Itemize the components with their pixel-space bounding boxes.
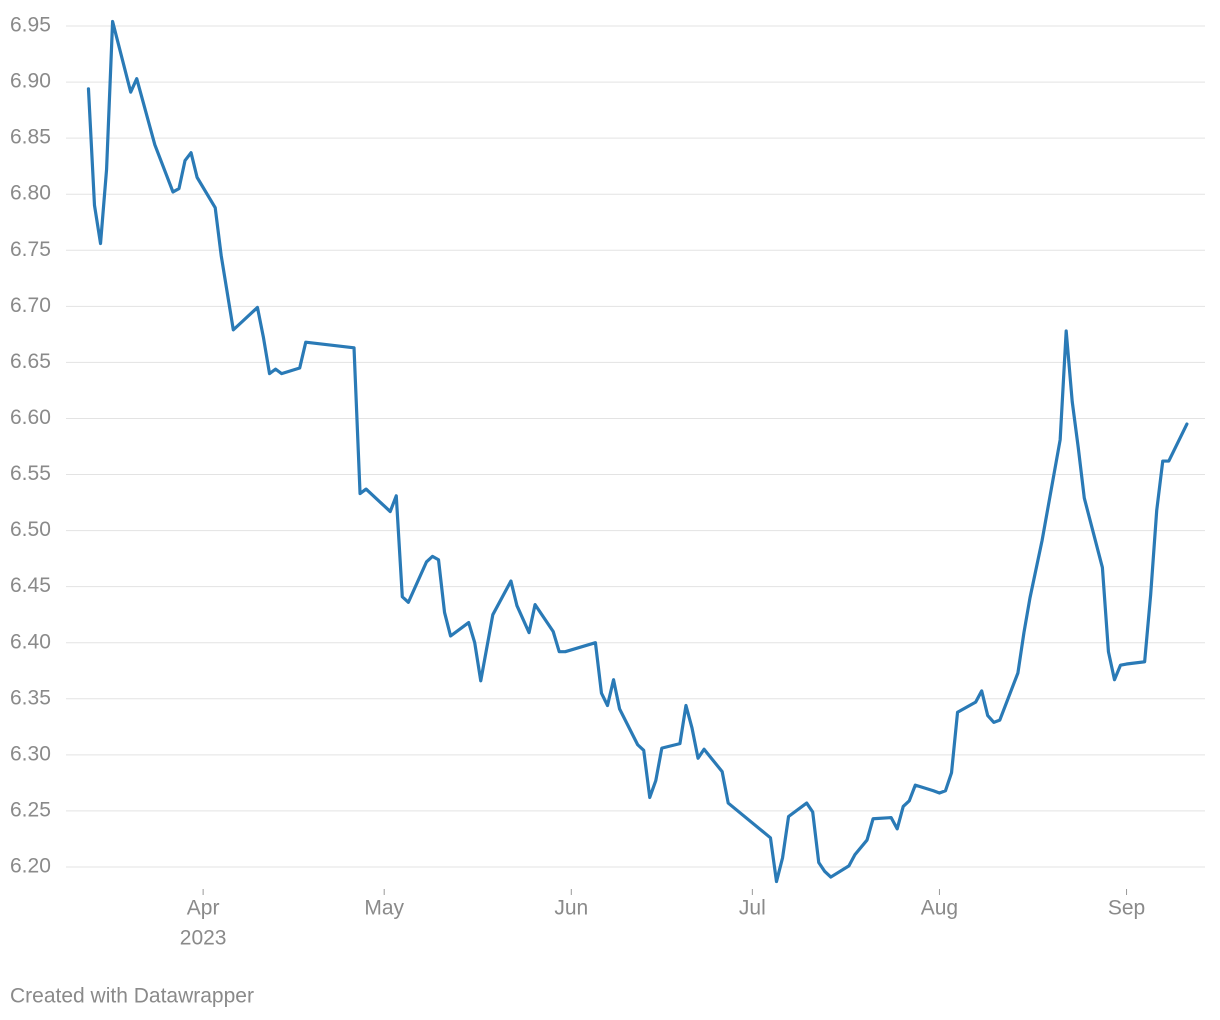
y-tick-label: 6.20 <box>10 855 51 878</box>
x-tick-label: May <box>364 897 404 920</box>
year-label: 2023 <box>180 927 227 950</box>
y-tick-label: 6.70 <box>10 294 51 317</box>
y-tick-label: 6.35 <box>10 686 51 709</box>
y-tick-label: 6.45 <box>10 574 51 597</box>
y-tick-label: 6.55 <box>10 462 51 485</box>
y-tick-label: 6.50 <box>10 518 51 541</box>
y-tick-label: 6.65 <box>10 350 51 373</box>
y-tick-label: 6.25 <box>10 798 51 821</box>
y-tick-label: 6.90 <box>10 70 51 93</box>
x-tick-label: Sep <box>1108 897 1145 920</box>
credit: Created with Datawrapper <box>10 985 254 1008</box>
y-tick-label: 6.60 <box>10 406 51 429</box>
y-tick-label: 6.95 <box>10 14 51 37</box>
line <box>86 19 1189 884</box>
x-tick-label: Jun <box>554 897 588 920</box>
y-tick-label: 6.75 <box>10 238 51 261</box>
x-tick-label: Apr <box>187 897 220 920</box>
y-tick-label: 6.30 <box>10 742 51 765</box>
y-tick-label: 6.40 <box>10 630 51 653</box>
x-tick-label: Aug <box>921 897 958 920</box>
y-tick-label: 6.85 <box>10 126 51 149</box>
x-tick-label: Jul <box>739 897 766 920</box>
y-tick-label: 6.80 <box>10 182 51 205</box>
